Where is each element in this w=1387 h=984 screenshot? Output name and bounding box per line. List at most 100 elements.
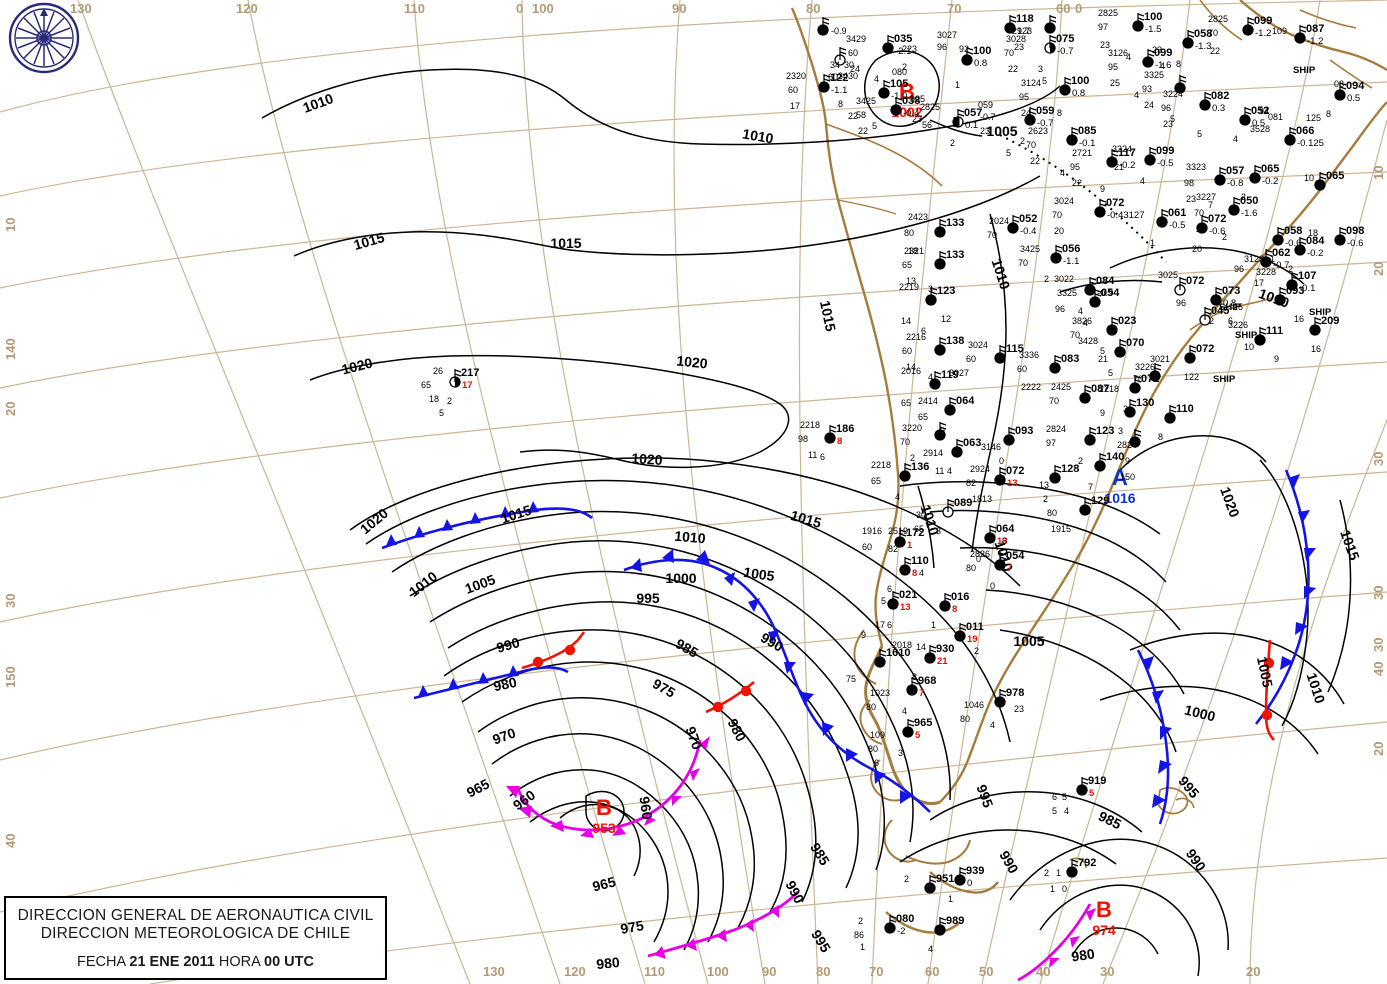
station-pressure-tendency: -0.6 bbox=[1347, 238, 1364, 249]
station-pressure: 070 bbox=[1126, 337, 1145, 349]
station-datum: 65 bbox=[421, 380, 432, 390]
station-pressure: 058 bbox=[1194, 28, 1213, 40]
wind-barb bbox=[1314, 317, 1322, 330]
station-datum: 2222 bbox=[1021, 382, 1042, 392]
cold-front-east-atlantic bbox=[1254, 469, 1316, 725]
station-pressure: 045 bbox=[1211, 305, 1230, 317]
station-datum: 9 bbox=[1125, 456, 1131, 466]
station-datum: 96 bbox=[1176, 298, 1187, 308]
station-datum: 4 bbox=[1060, 168, 1066, 178]
station-pressure: 093 bbox=[1286, 285, 1305, 297]
wind-barb bbox=[1233, 197, 1241, 210]
station-datum: 2 bbox=[950, 138, 956, 148]
wind-barb bbox=[1299, 237, 1307, 250]
wind-barb bbox=[1094, 289, 1102, 302]
wind-barb bbox=[1119, 339, 1127, 352]
station-pressure-tendency: 21 bbox=[937, 656, 948, 667]
wind-barb bbox=[939, 917, 947, 930]
station-datum: 109 bbox=[870, 730, 886, 740]
station-datum: 2414 bbox=[918, 396, 939, 406]
station-datum: 30 bbox=[916, 510, 927, 520]
station-datum: 22 bbox=[858, 126, 869, 136]
wind-barb bbox=[1179, 75, 1187, 88]
station-datum: 65 bbox=[871, 476, 882, 486]
station-datum: 22 bbox=[1210, 46, 1221, 56]
station-datum: 9 bbox=[1274, 354, 1280, 364]
station-datum: 56 bbox=[922, 120, 933, 130]
isobar-label: 1005 bbox=[1013, 633, 1045, 649]
isobar-label: 995 bbox=[636, 590, 660, 606]
station-pressure: 059 bbox=[1036, 105, 1055, 117]
station-pressure-tendency: 8 bbox=[912, 568, 918, 579]
station-datum: 6 bbox=[921, 326, 927, 336]
station-datum: 94 bbox=[1259, 106, 1270, 116]
station-datum: 3224 bbox=[1163, 89, 1184, 99]
station-datum: 80 bbox=[868, 744, 879, 754]
station-pressure-tendency: -1.1 bbox=[831, 85, 848, 96]
station-pressure: 057 bbox=[1226, 165, 1245, 177]
station-pressure-tendency: 19 bbox=[967, 634, 978, 645]
station-datum: 60 bbox=[848, 48, 859, 58]
graticule-label: 40 bbox=[3, 833, 18, 848]
station-datum: 0 bbox=[990, 581, 996, 591]
station-pressure-tendency: -0.1 bbox=[1079, 138, 1096, 149]
cold-front-southwest bbox=[381, 501, 593, 550]
station-datum: 2423 bbox=[908, 212, 929, 222]
graticule-label: 30 bbox=[1371, 637, 1386, 652]
station-datum: 9 bbox=[1100, 408, 1106, 418]
station-pressure-tendency: 0.8 bbox=[974, 58, 988, 69]
station-pressure: 792 bbox=[1078, 857, 1097, 869]
station-pressure: 111 bbox=[1266, 325, 1284, 337]
station-datum: 2623 bbox=[1028, 126, 1049, 136]
station-datum: 95 bbox=[1108, 62, 1119, 72]
station-pressure: 072 bbox=[1006, 465, 1025, 477]
station-pressure: 085 bbox=[1078, 125, 1097, 137]
station-pressure: 128 bbox=[1061, 463, 1080, 475]
station-pressure: 138 bbox=[946, 335, 965, 347]
station-datum: 2 bbox=[974, 646, 980, 656]
station-pressure: 117 bbox=[1118, 147, 1136, 159]
station-datum: 2825 bbox=[920, 102, 941, 112]
station-datum: 3336 bbox=[1019, 350, 1040, 360]
station-datum: 22 bbox=[848, 111, 859, 121]
station-datum: 2320 bbox=[786, 71, 807, 81]
isobar-label: 1015 bbox=[550, 235, 582, 251]
wind-barb bbox=[1089, 277, 1097, 290]
station-datum: 4 bbox=[1083, 318, 1089, 328]
station-datum: 3027 bbox=[949, 368, 970, 378]
station-datum: 65 bbox=[918, 412, 929, 422]
wind-barb bbox=[822, 17, 830, 30]
wind-barb bbox=[999, 689, 1007, 702]
station-datum: 1 bbox=[1050, 884, 1056, 894]
wind-barb bbox=[911, 677, 919, 690]
station-datum: 11 bbox=[808, 450, 818, 460]
station-datum: 4 bbox=[1134, 90, 1140, 100]
station-pressure-tendency: -0.5 bbox=[1169, 220, 1186, 231]
graticule-label: 80 bbox=[806, 1, 821, 16]
graticule-label: 20 bbox=[3, 401, 18, 416]
station-datum: 95 bbox=[1070, 162, 1081, 172]
station-pressure: 063 bbox=[963, 437, 982, 449]
wind-barb bbox=[1319, 172, 1327, 185]
station-pressure-tendency: -1.0 bbox=[891, 91, 908, 102]
wind-barb bbox=[956, 439, 964, 452]
station-pressure-tendency: 0.1 bbox=[965, 120, 979, 131]
station-datum: 3 bbox=[1038, 64, 1044, 74]
station-datum: 20 bbox=[1054, 226, 1065, 236]
station-datum: 3220 bbox=[902, 423, 923, 433]
station-datum: 80 bbox=[960, 714, 971, 724]
pressure-center-low-letter: B bbox=[1096, 897, 1112, 922]
station-pressure: 035 bbox=[894, 33, 913, 45]
station-datum: 22 bbox=[1030, 156, 1041, 166]
wind-barb bbox=[1247, 17, 1255, 30]
station-pressure-tendency: 1 bbox=[907, 540, 913, 551]
wind-barb bbox=[1204, 307, 1212, 320]
station-datum: 3 bbox=[898, 748, 904, 758]
wind-barb bbox=[959, 623, 967, 636]
station-pressure: 023 bbox=[1118, 315, 1137, 327]
station-datum: 80 bbox=[904, 228, 915, 238]
station-pressure: 123 bbox=[937, 285, 956, 297]
station-pressure: 054 bbox=[1101, 287, 1120, 299]
isobar-label: 1020 bbox=[675, 352, 709, 372]
station-datum: 8 bbox=[1326, 109, 1332, 119]
